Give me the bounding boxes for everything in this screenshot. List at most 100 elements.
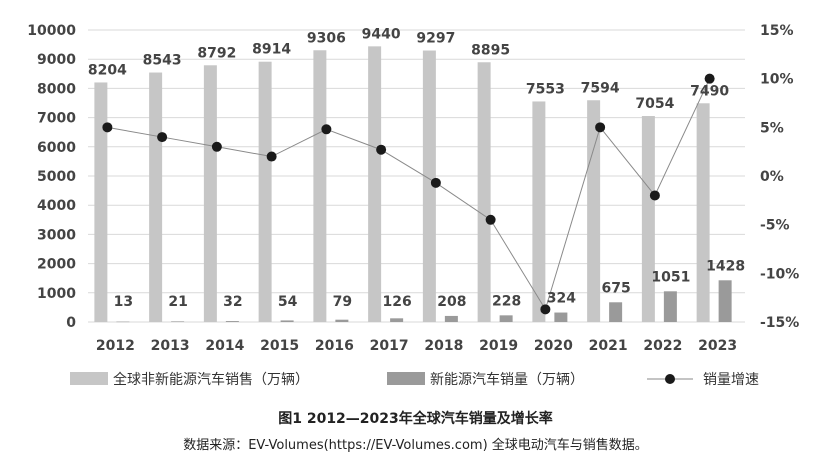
data-label-nev: 208 — [437, 294, 466, 310]
growth-point — [102, 122, 113, 133]
data-label-conventional: 8204 — [88, 62, 127, 78]
y-left-tick-label: 0 — [66, 315, 76, 331]
bar-conventional-sales — [313, 50, 327, 322]
data-labels: 8204 8543 8792 8914 9306 9440 9297 8895 7553 7594… — [88, 26, 745, 310]
x-tick-label: 2021 — [589, 338, 628, 354]
data-label-nev: 79 — [333, 294, 352, 310]
x-tick-label: 2017 — [370, 338, 409, 354]
bar-nev-sales — [171, 321, 185, 322]
bar-nev-sales — [444, 315, 458, 322]
y-right-tick-label: -5% — [760, 218, 790, 234]
legend-label-nev: 新能源汽车销量（万辆） — [430, 371, 584, 388]
growth-point — [266, 151, 277, 162]
bars — [94, 46, 732, 323]
y-left-tick-label: 8000 — [37, 81, 76, 97]
data-label-conventional: 8543 — [143, 53, 182, 69]
x-tick-label: 2022 — [643, 338, 682, 354]
bar-conventional-sales — [477, 62, 491, 323]
growth-point — [540, 304, 551, 315]
x-tick-label: 2018 — [424, 338, 463, 354]
y-left-tick-label: 10000 — [27, 23, 76, 39]
y-left-tick-label: 5000 — [37, 169, 76, 185]
growth-point — [649, 190, 660, 201]
data-label-conventional: 8914 — [252, 42, 291, 58]
x-tick-label: 2013 — [151, 338, 190, 354]
y-left-tick-label: 1000 — [37, 286, 76, 302]
y-left-tick-label: 3000 — [37, 227, 76, 243]
legend-label-growth: 销量增速 — [703, 372, 759, 388]
data-label-nev: 54 — [278, 294, 298, 310]
growth-point — [157, 132, 168, 143]
bar-conventional-sales — [696, 103, 710, 323]
legend-marker-growth — [665, 374, 675, 384]
y-right-tick-label: 15% — [760, 23, 794, 39]
growth-point — [430, 177, 441, 188]
y-left-tick-label: 6000 — [37, 140, 76, 156]
data-label-nev: 675 — [602, 280, 631, 296]
bar-nev-sales — [225, 321, 239, 322]
bar-conventional-sales — [149, 72, 163, 322]
data-label-nev: 1428 — [706, 258, 745, 274]
legend-swatch-conventional — [70, 372, 108, 385]
data-label-nev: 324 — [547, 291, 576, 307]
legend-swatch-nev — [387, 372, 425, 385]
x-tick-label: 2014 — [205, 338, 244, 354]
legend-label-conventional: 全球非新能源汽车销售（万辆） — [113, 371, 309, 388]
data-label-conventional: 7054 — [635, 96, 674, 112]
bar-conventional-sales — [422, 50, 436, 323]
data-label-nev: 13 — [114, 294, 133, 310]
y-left-tick-label: 9000 — [37, 52, 76, 68]
chart: 8204 8543 8792 8914 9306 9440 9297 8895 7553 7594… — [27, 23, 799, 388]
x-tick-label: 2015 — [260, 338, 299, 354]
bar-nev-sales — [554, 312, 568, 322]
data-label-nev: 21 — [168, 294, 187, 310]
legend: 全球非新能源汽车销售（万辆） 新能源汽车销量（万辆） 销量增速 — [70, 371, 759, 388]
bar-nev-sales — [718, 280, 732, 322]
bar-nev-sales — [609, 302, 623, 322]
y-right-tick-label: -10% — [760, 266, 799, 282]
y-right-tick-label: 10% — [760, 72, 794, 88]
y-left-tick-label: 2000 — [37, 257, 76, 273]
bar-nev-sales — [663, 291, 677, 322]
growth-point — [321, 124, 332, 135]
bar-nev-sales — [499, 315, 513, 322]
bar-nev-sales — [390, 318, 404, 322]
x-tick-label: 2020 — [534, 338, 573, 354]
bar-conventional-sales — [587, 100, 601, 322]
growth-point — [485, 214, 496, 225]
bar-conventional-sales — [368, 46, 382, 323]
bar-nev-sales — [116, 321, 130, 323]
bar-conventional-sales — [203, 65, 217, 323]
data-label-conventional: 7594 — [581, 80, 620, 96]
data-label-conventional: 7553 — [526, 81, 565, 97]
bar-nev-sales — [335, 319, 349, 322]
bar-conventional-sales — [94, 82, 108, 322]
y-right-tick-label: -15% — [760, 315, 799, 331]
bar-conventional-sales — [258, 61, 272, 322]
figure-source: 数据来源：EV-Volumes(https://EV-Volumes.com) … — [183, 438, 648, 453]
data-label-nev: 126 — [383, 294, 412, 310]
data-label-conventional: 9297 — [416, 31, 455, 47]
data-label-nev: 32 — [223, 294, 242, 310]
y-right-tick-label: 5% — [760, 120, 784, 136]
x-tick-label: 2019 — [479, 338, 518, 354]
data-label-nev: 228 — [492, 293, 521, 309]
growth-point — [704, 73, 715, 84]
data-label-conventional: 8792 — [197, 45, 236, 61]
data-label-conventional: 7490 — [690, 83, 729, 99]
gridlines — [88, 29, 745, 323]
growth-point — [595, 122, 606, 133]
y-left-tick-label: 4000 — [37, 198, 76, 214]
data-label-conventional: 9306 — [307, 30, 346, 46]
growth-line-path — [107, 78, 711, 311]
x-tick-label: 2016 — [315, 338, 354, 354]
bar-conventional-sales — [532, 101, 546, 323]
y-right-tick-label: 0% — [760, 169, 784, 185]
data-label-conventional: 9440 — [362, 26, 401, 42]
data-label-nev: 1051 — [651, 269, 690, 285]
growth-point — [211, 141, 222, 152]
growth-line — [102, 73, 715, 315]
growth-point — [376, 144, 387, 155]
bar-conventional-sales — [641, 116, 655, 323]
x-tick-label: 2023 — [698, 338, 737, 354]
